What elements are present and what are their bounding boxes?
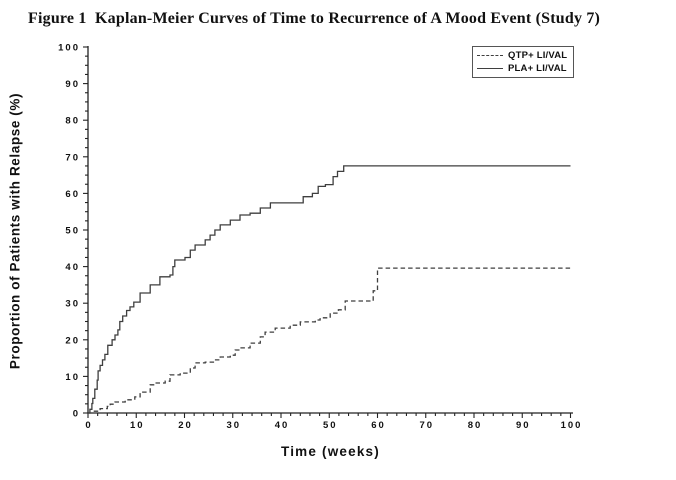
y-tick-label: 100 <box>58 43 80 54</box>
y-tick-label: 90 <box>65 79 80 90</box>
figure-title: Figure 1 Kaplan-Meier Curves of Time to … <box>28 10 601 27</box>
y-tick-label: 40 <box>65 262 80 273</box>
y-tick-label: 0 <box>73 409 80 420</box>
y-tick-label: 10 <box>65 372 80 383</box>
axes-lines <box>87 46 573 414</box>
x-tick-label: 10 <box>130 420 145 431</box>
y-tick-label: 20 <box>65 335 80 346</box>
x-tick-label: 0 <box>85 420 92 431</box>
solid-line-sample <box>477 68 503 69</box>
y-tick-label: 60 <box>65 189 80 200</box>
x-tick-label: 30 <box>226 420 241 431</box>
y-tick-label: 30 <box>65 299 80 310</box>
x-tick-label: 40 <box>275 420 290 431</box>
x-tick-label: 100 <box>561 420 583 431</box>
legend-entry-pla: PLA+ LI/VAL <box>477 63 569 74</box>
x-tick-label: 50 <box>323 420 338 431</box>
x-axis-label: Time (weeks) <box>281 444 380 459</box>
legend-box: QTP+ LI/VAL PLA+ LI/VAL <box>472 46 574 78</box>
x-tick-label: 20 <box>178 420 193 431</box>
legend-entry-qtp: QTP+ LI/VAL <box>477 50 569 61</box>
legend-label-pla: PLA+ LI/VAL <box>508 63 567 74</box>
x-tick-label: 60 <box>371 420 386 431</box>
y-axis-label: Proportion of Patients with Relapse (%) <box>7 92 23 370</box>
dashed-line-sample <box>477 55 503 56</box>
x-tick-label: 80 <box>468 420 483 431</box>
series-pla-li-val <box>88 165 571 414</box>
y-tick-label: 70 <box>65 152 80 163</box>
series-qtp-li-val <box>88 267 571 414</box>
y-tick-label: 50 <box>65 226 80 237</box>
legend-label-qtp: QTP+ LI/VAL <box>508 50 568 61</box>
y-tick-label: 80 <box>65 116 80 127</box>
x-tick-label: 90 <box>516 420 531 431</box>
x-tick-label: 70 <box>419 420 434 431</box>
